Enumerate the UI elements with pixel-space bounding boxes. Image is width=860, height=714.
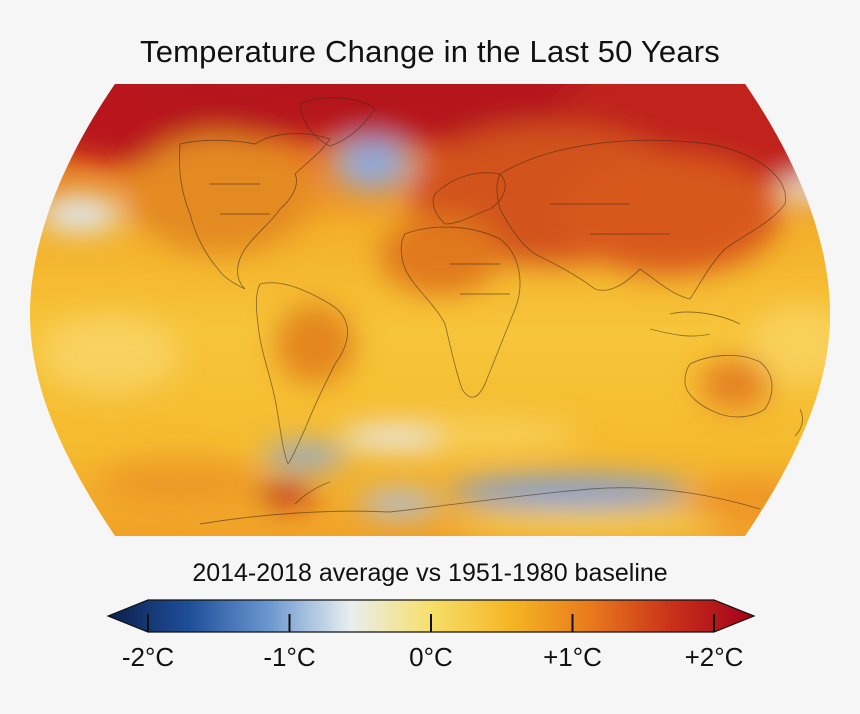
temperature-anomaly-map — [30, 84, 830, 536]
map-subtitle: 2014-2018 average vs 1951-1980 baseline — [192, 559, 668, 587]
colorbar-tick-label: -2°C — [121, 642, 175, 672]
colorbar-tick-label: +1°C — [543, 642, 602, 672]
continent-outlines — [179, 97, 803, 525]
world-map-svg — [30, 84, 830, 536]
colorbar-tick-label: 0°C — [409, 642, 453, 672]
colorbar-svg — [106, 599, 756, 633]
colorbar-ticks — [147, 614, 715, 632]
colorbar-tick-label: -1°C — [263, 642, 316, 672]
map-title: Temperature Change in the Last 50 Years — [140, 34, 720, 69]
anomaly-field-blobs — [30, 84, 830, 536]
colorbar — [106, 596, 756, 636]
colorbar-tick-label: +2°C — [684, 642, 744, 672]
